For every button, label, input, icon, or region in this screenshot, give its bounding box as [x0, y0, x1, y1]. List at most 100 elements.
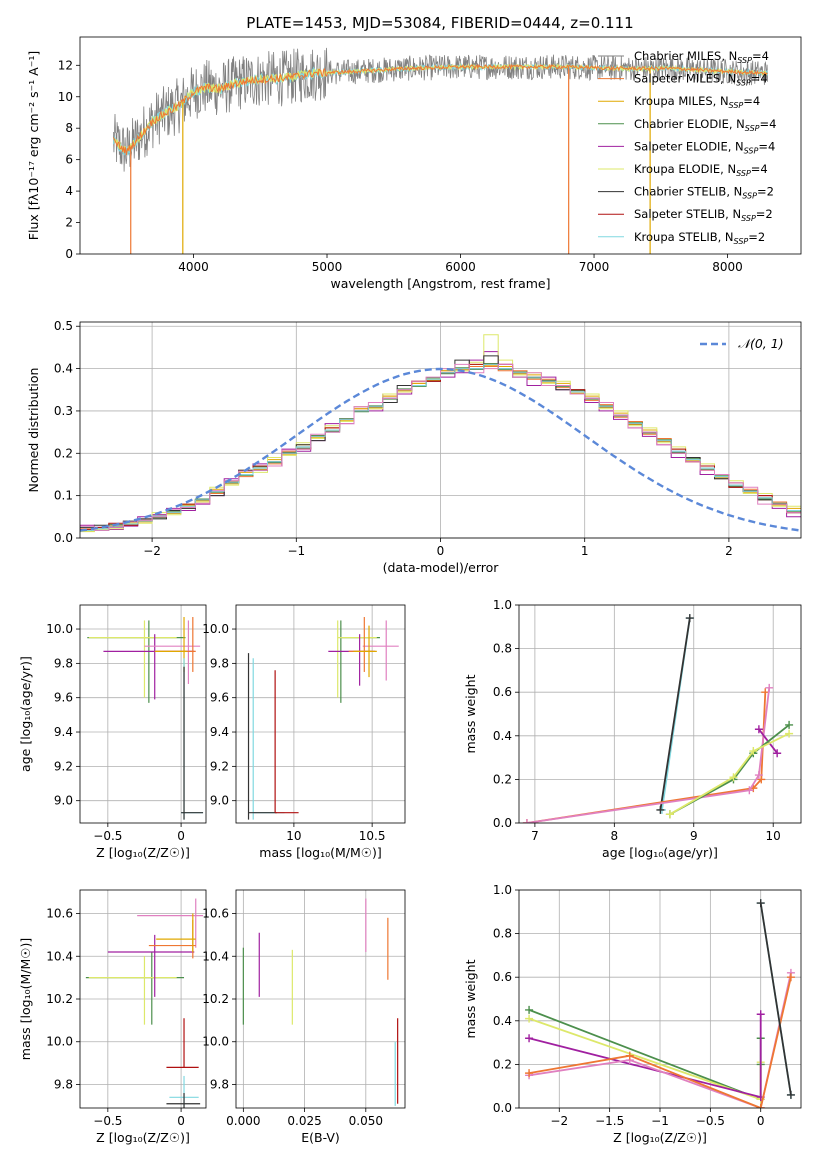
y-tick-label: 0.4	[493, 1014, 512, 1028]
age_vs_Z-frame	[79, 604, 207, 824]
weight-marker	[773, 749, 782, 758]
mass_vs_Z-panel: −0.5 0 9.8 10.0 10.2 10.4 10.6 Z [log₁₀(Z/Z☉)] m…	[18, 889, 207, 1145]
x-tick-label: 8	[611, 829, 619, 843]
errorbar-point	[181, 666, 204, 820]
histogram-series	[80, 363, 801, 531]
errorbar-point	[340, 620, 380, 703]
y-tick-label: 0.4	[493, 729, 512, 743]
weight-series	[759, 902, 792, 1096]
weight-series	[528, 976, 792, 1108]
figure-title: PLATE=1453, MJD=53084, FIBERID=0444, z=0…	[246, 14, 633, 32]
errorbar-point	[353, 625, 377, 678]
x-tick-label: 10.5	[359, 829, 386, 843]
y-tick-label: 10.6	[46, 907, 73, 921]
weight-marker	[756, 1104, 765, 1108]
y-tick-label: 9.8	[210, 656, 229, 670]
y-tick-label: 9.8	[54, 1077, 73, 1091]
y-tick-label: 0.0	[54, 531, 73, 545]
age_vs_mass-plot	[247, 617, 399, 820]
age_vs_Z-grid	[80, 605, 206, 823]
y-tick-label: 0.2	[54, 446, 73, 460]
x-axis-label: Z [log₁₀(Z/Z☉)]	[96, 845, 190, 860]
weight-marker	[685, 614, 694, 623]
x-tick-label: 0	[757, 1114, 765, 1128]
y-tick-label: 9.4	[54, 725, 73, 739]
y-tick-label: 0.2	[493, 772, 512, 786]
x-tick-label: −2	[143, 544, 161, 558]
y-axis-label: Normed distribution	[26, 368, 41, 493]
x-tick-label: −1	[287, 544, 305, 558]
legend-label-salp_elodie: Salpeter ELODIE, NSSP=4	[634, 139, 775, 155]
x-tick-label: −1.5	[595, 1114, 624, 1128]
weight-marker	[754, 725, 763, 734]
weight-marker	[525, 1034, 534, 1043]
y-tick-label: 10.4	[202, 949, 229, 963]
y-tick-label: 0.4	[54, 362, 73, 376]
weight-marker	[785, 720, 794, 729]
normal-legend-label: 𝒩(0, 1)	[738, 336, 784, 351]
y-tick-label: 9.4	[210, 725, 229, 739]
y-tick-label: 10.0	[46, 622, 73, 636]
y-axis-label: mass weight	[463, 674, 478, 753]
errorbar-point	[362, 620, 399, 681]
y-tick-label: 10.2	[46, 992, 73, 1006]
y-tick-label: 9.2	[210, 759, 229, 773]
y-tick-label: 0.8	[493, 642, 512, 656]
weight-marker	[756, 899, 765, 908]
histogram-series	[80, 363, 801, 531]
x-tick-label: 0	[177, 1114, 185, 1128]
age_vs_mass-panel: 10 10.5 9.0 9.2 9.4 9.6 9.8 10.0 mass [log₁₀(M/M…	[202, 604, 406, 860]
x-axis-label: mass [log₁₀(M/M☉)]	[259, 845, 381, 860]
y-tick-label: 12	[58, 58, 73, 72]
y-tick-label: 10.0	[202, 622, 229, 636]
y-tick-label: 9.0	[54, 794, 73, 808]
legend-label-krou_elodie: Kroupa ELODIE, NSSP=4	[634, 162, 768, 178]
weight-series	[669, 724, 790, 816]
mass_vs_Z-grid	[80, 890, 206, 1108]
weight_vs_Z-panel: −2 −1.5 −1 −0.5 0 0.0 0.2 0.4 0.6 0.8 1.0 Z [log₁₀(…	[463, 883, 802, 1145]
residuals-plot	[80, 334, 801, 533]
mass_vs_Z-plot	[85, 898, 204, 1108]
weight-series	[526, 687, 771, 823]
y-tick-label: 4	[65, 184, 73, 198]
y-tick-label: 2	[65, 216, 73, 230]
errorbar-point	[328, 634, 376, 686]
age_vs_mass-frame	[235, 604, 406, 824]
y-tick-label: 10.6	[202, 907, 229, 921]
x-axis-label: age [log₁₀(age/yr)]	[602, 845, 718, 860]
y-axis-label: mass weight	[463, 959, 478, 1038]
weight-marker	[745, 786, 754, 795]
x-tick-label: 0.000	[226, 1114, 260, 1128]
spectrum-model	[112, 63, 768, 156]
weight-marker	[785, 729, 794, 738]
x-axis-label: Z [log₁₀(Z/Z☉)]	[96, 1130, 190, 1145]
legend-label-salp_stelib: Salpeter STELIB, NSSP=2	[634, 207, 773, 223]
y-tick-label: 9.6	[210, 691, 229, 705]
x-tick-label: 10	[766, 829, 781, 843]
age_vs_Z-panel: −0.5 0 9.0 9.2 9.4 9.6 9.8 10.0 Z [log₁₀(Z/Z☉)] a…	[18, 604, 207, 860]
y-tick-label: 1.0	[493, 883, 512, 897]
weight-series	[659, 617, 691, 811]
y-tick-label: 10.2	[202, 992, 229, 1006]
y-axis-label: mass [log₁₀(M/M☉)]	[18, 938, 33, 1060]
x-tick-label: 0.025	[287, 1114, 321, 1128]
weight-marker	[665, 810, 674, 819]
x-axis-label: (data-model)/error	[383, 560, 500, 575]
y-tick-label: 10	[58, 90, 73, 104]
y-axis-label: age [log₁₀(age/yr)]	[18, 656, 33, 772]
y-tick-label: 6	[65, 153, 73, 167]
weight-marker	[525, 1069, 534, 1078]
y-tick-label: 9.2	[54, 759, 73, 773]
weight-series	[669, 732, 790, 816]
y-tick-label: 0.1	[54, 489, 73, 503]
errorbar-point	[252, 658, 285, 820]
mass_vs_EBV-panel: 0.000 0.025 0.050 9.8 10.0 10.2 10.4 10.6 E(B-V)	[202, 889, 406, 1145]
y-tick-label: 0.0	[493, 816, 512, 830]
legend-label-chab_elodie: Chabrier ELODIE, NSSP=4	[634, 117, 776, 133]
weight-marker	[786, 973, 795, 982]
y-tick-label: 0.3	[54, 404, 73, 418]
age_vs_mass-grid	[236, 605, 405, 823]
y-tick-label: 0.2	[493, 1057, 512, 1071]
y-axis-label: Flux [fλ10⁻¹⁷ erg cm⁻² s⁻¹ A⁻¹]	[26, 51, 41, 240]
x-tick-label: 0	[177, 829, 185, 843]
